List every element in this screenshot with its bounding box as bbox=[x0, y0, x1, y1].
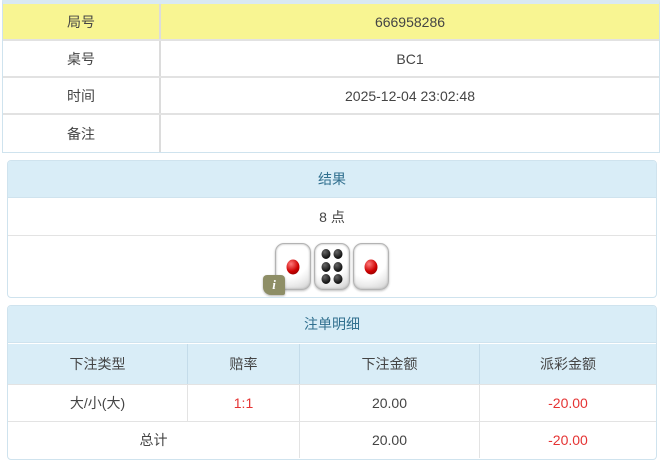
bet-row: 大/小(大) 1:1 20.00 -20.00 bbox=[8, 384, 656, 421]
die-pip bbox=[321, 261, 331, 272]
result-panel: 结果 8 点 i bbox=[7, 160, 657, 298]
dice-group: i bbox=[263, 243, 389, 295]
bet-type-value: 大/小(大) bbox=[8, 385, 188, 421]
die-pip bbox=[321, 273, 331, 284]
die-3 bbox=[353, 243, 389, 290]
col-payout-amount: 派彩金额 bbox=[540, 356, 596, 372]
game-id-value: 666958286 bbox=[374, 13, 446, 30]
bet-details-panel: 注单明细 下注类型 赔率 下注金额 派彩金额 大/小(大) 1:1 20.00 … bbox=[7, 305, 657, 460]
table-no-label: 桌号 bbox=[3, 41, 161, 76]
die-2 bbox=[314, 243, 350, 290]
game-id-label: 局号 bbox=[3, 4, 161, 39]
die-pip bbox=[333, 249, 343, 260]
payout-amount-value: -20.00 bbox=[548, 395, 588, 411]
table-row-time: 时间 2025-12-04 23:02:48 bbox=[3, 78, 659, 115]
total-bet-amount: 20.00 bbox=[300, 422, 480, 458]
table-no-value: BC1 bbox=[396, 50, 424, 67]
table-row-table-no: 桌号 BC1 bbox=[3, 41, 659, 78]
odds-value: 1:1 bbox=[188, 385, 300, 421]
game-info-table: 局号 666958286 桌号 BC1 时间 2025-12-04 23:02:… bbox=[2, 0, 660, 153]
bet-amount-value: 20.00 bbox=[300, 385, 480, 421]
die-pip bbox=[333, 261, 343, 272]
info-tooltip-icon[interactable]: i bbox=[263, 275, 285, 295]
total-payout-amount: -20.00 bbox=[548, 432, 588, 448]
remark-label: 备注 bbox=[3, 115, 161, 152]
bet-details-title: 注单明细 bbox=[8, 306, 656, 343]
result-panel-title: 结果 bbox=[8, 161, 656, 198]
die-pip bbox=[364, 259, 378, 274]
col-odds: 赔率 bbox=[188, 344, 300, 384]
time-value: 2025-12-04 23:02:48 bbox=[345, 87, 475, 104]
remark-value bbox=[161, 115, 659, 152]
time-label: 时间 bbox=[3, 78, 161, 113]
table-row-game-id: 局号 666958286 bbox=[3, 4, 659, 41]
total-label: 总计 bbox=[8, 422, 300, 458]
total-row: 总计 20.00 -20.00 bbox=[8, 421, 656, 458]
table-row-remark: 备注 bbox=[3, 115, 659, 152]
result-points: 8 点 bbox=[8, 198, 656, 236]
col-bet-amount: 下注金额 bbox=[300, 344, 480, 384]
die-pip bbox=[321, 249, 331, 260]
bet-table-header: 下注类型 赔率 下注金额 派彩金额 bbox=[8, 343, 656, 384]
die-pip bbox=[333, 273, 343, 284]
die-pip bbox=[286, 259, 300, 274]
dice-row: i bbox=[8, 236, 656, 297]
col-bet-type: 下注类型 bbox=[8, 344, 188, 384]
